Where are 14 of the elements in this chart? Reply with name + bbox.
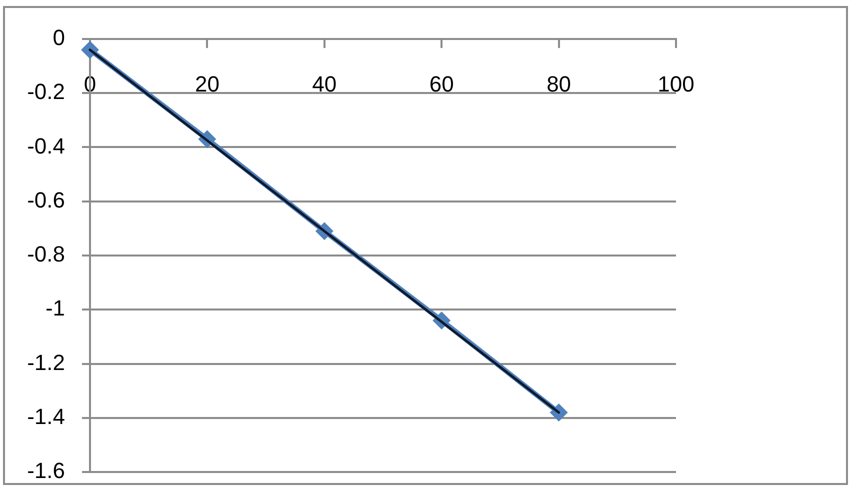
y-tick-label: 0 (52, 25, 65, 50)
y-tick-label: -0.6 (27, 187, 65, 212)
y-tick-label: -1.6 (27, 458, 65, 484)
y-tick-label: -0.8 (27, 242, 65, 267)
x-tick-label: 40 (312, 71, 337, 96)
y-tick-label: -1.2 (27, 350, 65, 375)
x-tick-label: 20 (194, 71, 220, 96)
y-tick-label: -1.4 (27, 404, 65, 429)
x-tick-label: 100 (658, 71, 694, 96)
y-tick-label: -1 (45, 296, 65, 321)
x-tick-label: 80 (546, 71, 572, 96)
y-tick-label: -0.4 (27, 133, 65, 158)
y-tick-label: -0.2 (27, 79, 65, 104)
x-tick-label: 60 (429, 71, 454, 96)
